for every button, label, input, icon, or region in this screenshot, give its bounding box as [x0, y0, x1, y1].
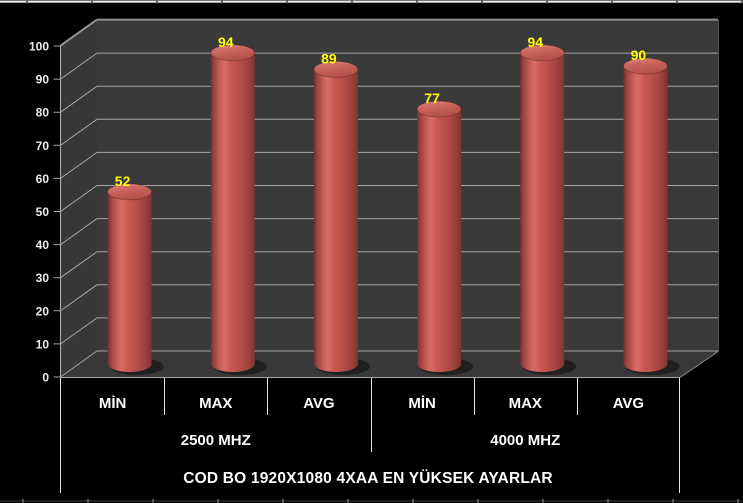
y-tick-label-90: 90	[36, 73, 50, 87]
cylinder-top	[519, 44, 565, 62]
group-label: 4000 MHZ	[490, 432, 560, 449]
y-tick-label-80: 80	[36, 106, 50, 120]
sheet-column-tick	[156, 0, 158, 4]
y-tick-labels: 0 10 20 30 40 50 60 70 80 90 100	[29, 40, 49, 385]
floor-right-edge	[679, 351, 719, 378]
cylinder-bar	[417, 109, 462, 372]
gridline-70	[53, 118, 718, 146]
gridline-100	[53, 19, 718, 47]
cylinder-bar	[520, 52, 565, 373]
bar-value-label: 89	[321, 50, 337, 66]
category-label: AVG	[303, 395, 334, 412]
y-tick-label-30: 30	[36, 271, 50, 285]
group-label: 2500 MHZ	[181, 432, 251, 449]
cylinder-top	[623, 57, 668, 75]
spreadsheet-top-ticks	[26, 0, 743, 4]
gridline-80	[53, 85, 718, 113]
y-tick-label-70: 70	[36, 139, 50, 153]
category-label: AVG	[613, 395, 644, 412]
gridline-50	[53, 185, 718, 212]
bar-value-label: 94	[527, 34, 543, 50]
sheet-column-tick	[611, 0, 613, 4]
bar-value-label: 94	[218, 34, 234, 50]
sheet-column-tick	[416, 0, 418, 4]
category-label: MİN	[99, 395, 127, 412]
y-tick-label-50: 50	[36, 205, 50, 219]
sheet-column-tick	[676, 0, 678, 4]
category-label: MİN	[408, 395, 436, 412]
cylinder-top	[313, 61, 359, 78]
sheet-column-tick	[26, 0, 28, 4]
cylinder-bar	[313, 69, 358, 372]
cylinder-bar	[623, 66, 668, 372]
sheet-column-tick	[741, 0, 743, 4]
sheet-column-tick	[351, 0, 353, 4]
chart-title: COD BO 1920X1080 4XAA EN YÜKSEK AYARLAR	[183, 470, 553, 487]
y-tick-label-100: 100	[29, 40, 49, 54]
cylinder-top	[416, 100, 462, 118]
sheet-column-tick	[286, 0, 288, 4]
spreadsheet-bottom-ticks	[22, 499, 739, 503]
cylinder-bar	[107, 191, 152, 372]
sheet-column-tick	[91, 0, 93, 4]
gridline-10	[53, 317, 718, 345]
bars	[107, 44, 680, 375]
y-tick-label-60: 60	[36, 172, 50, 186]
bar-value-label: 90	[631, 47, 647, 63]
cylinder-top	[107, 183, 152, 201]
gridline-40	[53, 218, 718, 246]
y-tick-label-10: 10	[36, 337, 50, 351]
bar-value-label: 77	[424, 90, 440, 106]
y-gridlines	[53, 19, 718, 378]
cylinder-top	[210, 44, 256, 62]
cylinder-bar	[210, 52, 255, 373]
category-label: MAX	[509, 395, 542, 412]
bar-value-labels: 52 94 89 77 94 90	[115, 34, 647, 189]
sheet-column-tick	[481, 0, 483, 4]
sheet-column-tick	[546, 0, 548, 4]
y-tick-label-0: 0	[42, 371, 49, 385]
gridline-0	[53, 350, 718, 378]
y-tick-label-40: 40	[36, 238, 50, 252]
gridline-30	[53, 251, 718, 279]
gridline-60	[53, 151, 718, 179]
y-tick-label-20: 20	[36, 304, 50, 318]
gridline-20	[53, 284, 718, 312]
spreadsheet-top-edge	[0, 0, 743, 3]
gridline-90	[53, 52, 718, 80]
sheet-column-tick	[221, 0, 223, 4]
category-table: MİN MAX AVG MİN MAX AVG 2500 MHZ 4000 MHZ	[60, 378, 680, 493]
category-label: MAX	[199, 395, 232, 412]
bar-value-label: 52	[115, 173, 131, 189]
